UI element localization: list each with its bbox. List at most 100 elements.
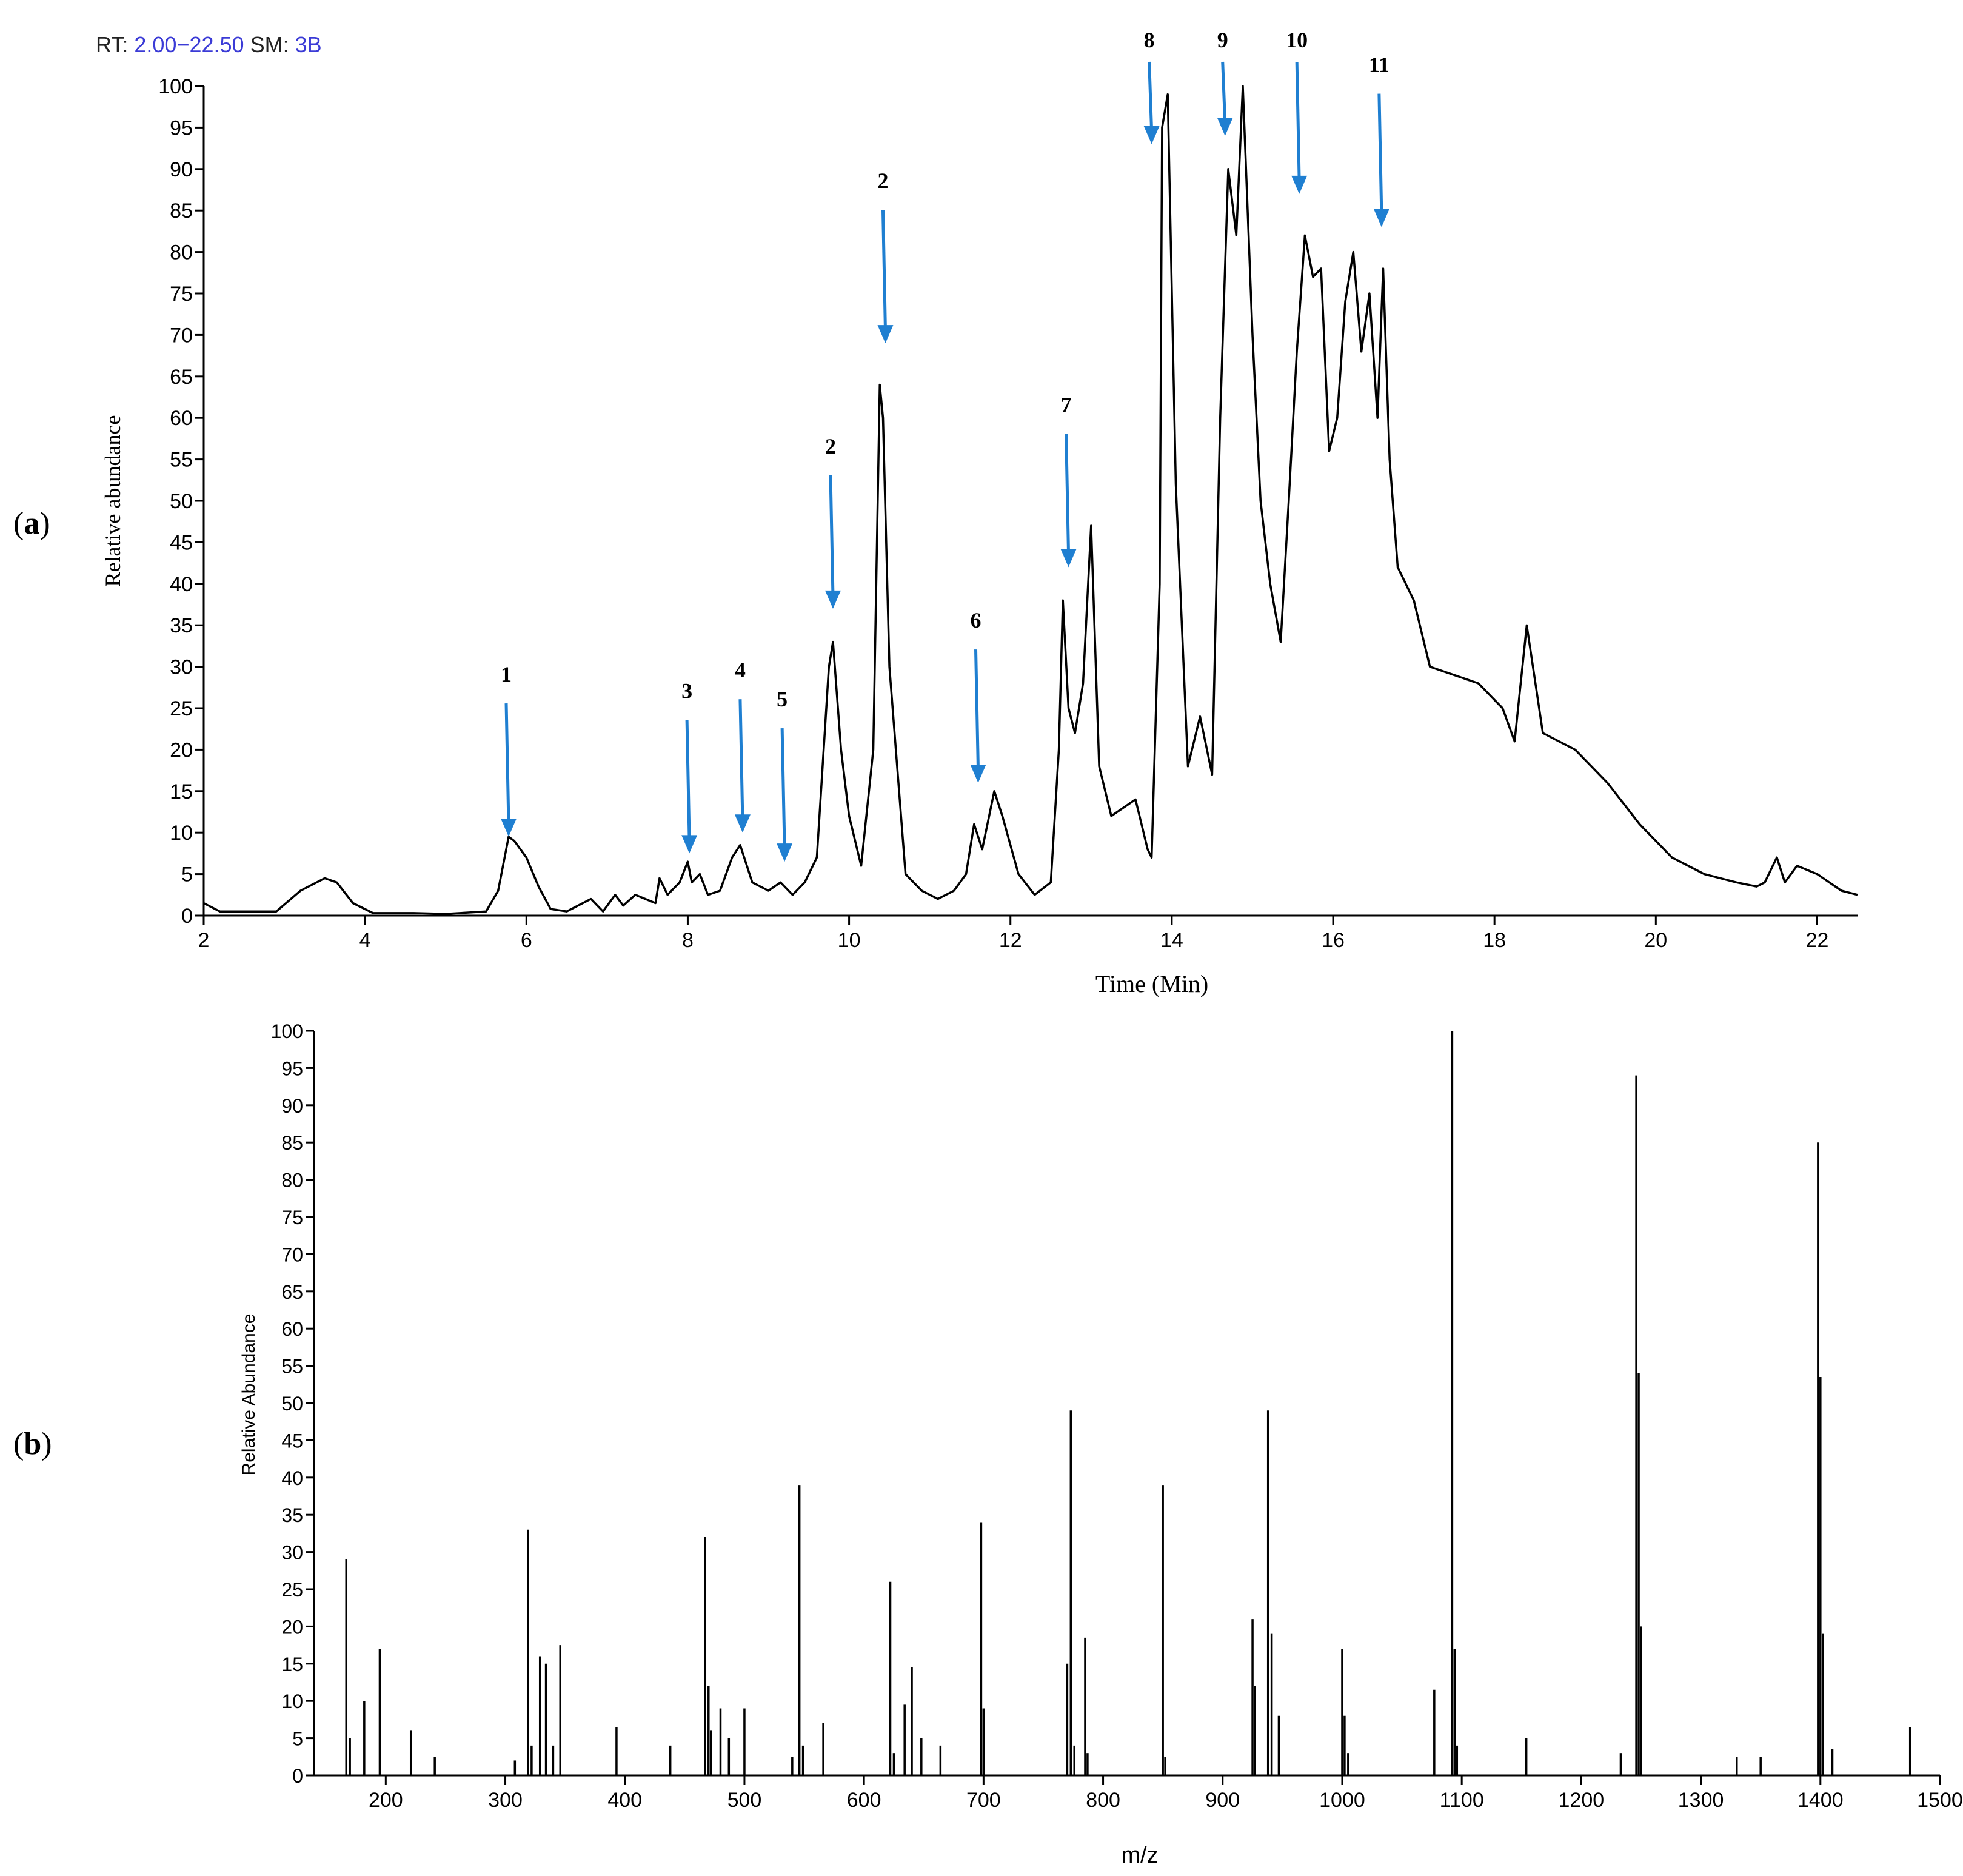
y-tick-label: 5 bbox=[292, 1728, 303, 1750]
annotation-arrow-head bbox=[1291, 175, 1308, 194]
y-tick-label: 15 bbox=[281, 1653, 303, 1675]
annotation-arrow-shaft bbox=[738, 699, 744, 820]
y-tick-label: 75 bbox=[281, 1207, 303, 1228]
annotation-arrow-shaft bbox=[1377, 93, 1383, 214]
y-tick-label: 55 bbox=[170, 449, 193, 472]
x-tick-label: 10 bbox=[838, 929, 861, 952]
x-tick-label: 18 bbox=[1483, 929, 1506, 952]
x-tick-label: 12 bbox=[999, 929, 1022, 952]
annotation-arrow-shaft bbox=[1221, 61, 1227, 123]
x-tick-label: 800 bbox=[1086, 1789, 1120, 1812]
y-tick-label: 80 bbox=[281, 1170, 303, 1191]
x-axis-title: Time (Min) bbox=[1095, 970, 1208, 997]
annotation-arrow-shaft bbox=[829, 475, 835, 595]
rt-sm-header: RT: 2.00−22.50 SM: 3B bbox=[96, 32, 322, 57]
y-tick-label: 85 bbox=[281, 1132, 303, 1154]
y-tick-label: 5 bbox=[181, 863, 193, 886]
y-tick-label: 20 bbox=[170, 739, 193, 762]
annotation-label: 9 bbox=[1217, 28, 1228, 52]
y-tick-label: 90 bbox=[170, 158, 193, 181]
x-axis-title: m/z bbox=[1121, 1843, 1158, 1868]
annotation-arrow-head bbox=[1060, 549, 1077, 568]
x-tick-label: 1500 bbox=[1917, 1789, 1963, 1812]
y-tick-label: 70 bbox=[281, 1244, 303, 1265]
annotation-arrow-head bbox=[501, 819, 517, 837]
annotation-label: 2 bbox=[877, 169, 888, 193]
y-tick-label: 50 bbox=[170, 490, 193, 513]
annotation-arrow-head bbox=[1143, 126, 1160, 144]
y-tick-label: 45 bbox=[170, 531, 193, 554]
y-tick-label: 95 bbox=[170, 116, 193, 139]
y-ticks: 0 5 10 15 20 25 30 35 40 45 50 55 60 65 70 75 80 85 90 95 10… bbox=[158, 75, 204, 928]
y-tick-label: 40 bbox=[281, 1467, 303, 1489]
y-tick-label: 30 bbox=[281, 1542, 303, 1564]
x-tick-label: 200 bbox=[369, 1789, 403, 1812]
x-tick-label: 400 bbox=[607, 1789, 642, 1812]
panel-a-chromatogram: (a) RT: 2.00−22.50 SM: 3B 05101520253035… bbox=[13, 28, 1858, 997]
y-axis-title: Relative Abundance bbox=[239, 1314, 259, 1476]
annotation-label: 5 bbox=[777, 687, 788, 711]
x-tick-label: 6 bbox=[521, 929, 532, 952]
y-tick-label: 60 bbox=[281, 1318, 303, 1340]
spectrum-peaks bbox=[345, 1031, 1911, 1775]
annotation-arrow-head bbox=[970, 765, 986, 783]
annotation-arrow-shaft bbox=[780, 728, 786, 849]
panel-b-mass-spectrum: (b) 0 5 10 15 20 25 30 35 40 45 50 55 60 65 70 75 80 85 90… bbox=[13, 1020, 1963, 1868]
y-tick-label: 0 bbox=[181, 905, 193, 928]
y-tick-label: 30 bbox=[170, 656, 193, 679]
y-tick-label: 0 bbox=[292, 1765, 303, 1787]
x-tick-label: 1100 bbox=[1440, 1789, 1484, 1812]
y-tick-label: 90 bbox=[281, 1095, 303, 1117]
x-tick-label: 16 bbox=[1322, 929, 1345, 952]
x-tick-label: 20 bbox=[1644, 929, 1667, 952]
y-tick-label: 80 bbox=[170, 241, 193, 264]
y-tick-label: 55 bbox=[281, 1356, 303, 1378]
y-tick-label: 10 bbox=[170, 822, 193, 845]
x-ticks: 200 300 400 500 600 700 800 900 1000 1100 1200 1300… bbox=[369, 1775, 1963, 1812]
annotation-arrow-shaft bbox=[504, 703, 510, 824]
x-tick-label: 700 bbox=[966, 1789, 1001, 1812]
annotation-label: 11 bbox=[1369, 53, 1389, 77]
y-tick-label: 35 bbox=[281, 1504, 303, 1526]
y-tick-label: 85 bbox=[170, 199, 193, 223]
y-tick-label: 95 bbox=[281, 1057, 303, 1079]
annotation-arrow-shaft bbox=[685, 720, 691, 840]
y-tick-label: 65 bbox=[281, 1281, 303, 1303]
annotation-arrow-shaft bbox=[974, 649, 980, 770]
y-tick-label: 15 bbox=[170, 780, 193, 803]
y-tick-label: 50 bbox=[281, 1393, 303, 1415]
x-tick-label: 900 bbox=[1205, 1789, 1240, 1812]
x-tick-label: 8 bbox=[682, 929, 694, 952]
y-tick-label: 20 bbox=[281, 1616, 303, 1638]
annotation-arrow-head bbox=[1373, 209, 1389, 227]
y-axis-title: Relative abundance bbox=[101, 415, 125, 587]
annotation-arrow-shaft bbox=[1065, 434, 1071, 554]
annotation-arrow-head bbox=[877, 325, 894, 344]
y-tick-label: 70 bbox=[170, 324, 193, 347]
y-tick-label: 25 bbox=[170, 697, 193, 720]
annotation-label: 3 bbox=[681, 678, 692, 703]
y-tick-label: 65 bbox=[170, 366, 193, 389]
y-ticks: 0 5 10 15 20 25 30 35 40 45 50 55 60 65 70 75 80 85 90 95 10… bbox=[271, 1020, 314, 1787]
x-tick-label: 1200 bbox=[1559, 1789, 1605, 1812]
annotation-arrow-shaft bbox=[1148, 61, 1154, 131]
annotation-label: 4 bbox=[735, 658, 746, 682]
x-tick-label: 1400 bbox=[1797, 1789, 1844, 1812]
annotation-label: 10 bbox=[1286, 28, 1308, 52]
annotation-arrow-head bbox=[734, 814, 751, 833]
annotation-arrow-head bbox=[824, 590, 841, 609]
chromatogram-trace bbox=[203, 85, 1858, 916]
annotation-arrow-shaft bbox=[881, 210, 887, 330]
annotation-label: 1 bbox=[501, 662, 512, 686]
x-tick-label: 300 bbox=[488, 1789, 523, 1812]
x-tick-label: 2 bbox=[198, 929, 210, 952]
peak-annotations: 1 2 2 3 4 5 6 7 8 9 10 11 bbox=[501, 28, 1389, 862]
y-tick-label: 75 bbox=[170, 283, 193, 306]
y-tick-label: 100 bbox=[158, 75, 193, 98]
y-tick-label: 35 bbox=[170, 614, 193, 637]
annotation-label: 6 bbox=[971, 608, 982, 632]
panel-label-a: (a) bbox=[13, 506, 50, 541]
x-ticks: 2 4 6 8 10 12 14 16 18 20 22 bbox=[198, 916, 1828, 952]
annotation-label: 8 bbox=[1144, 28, 1155, 52]
